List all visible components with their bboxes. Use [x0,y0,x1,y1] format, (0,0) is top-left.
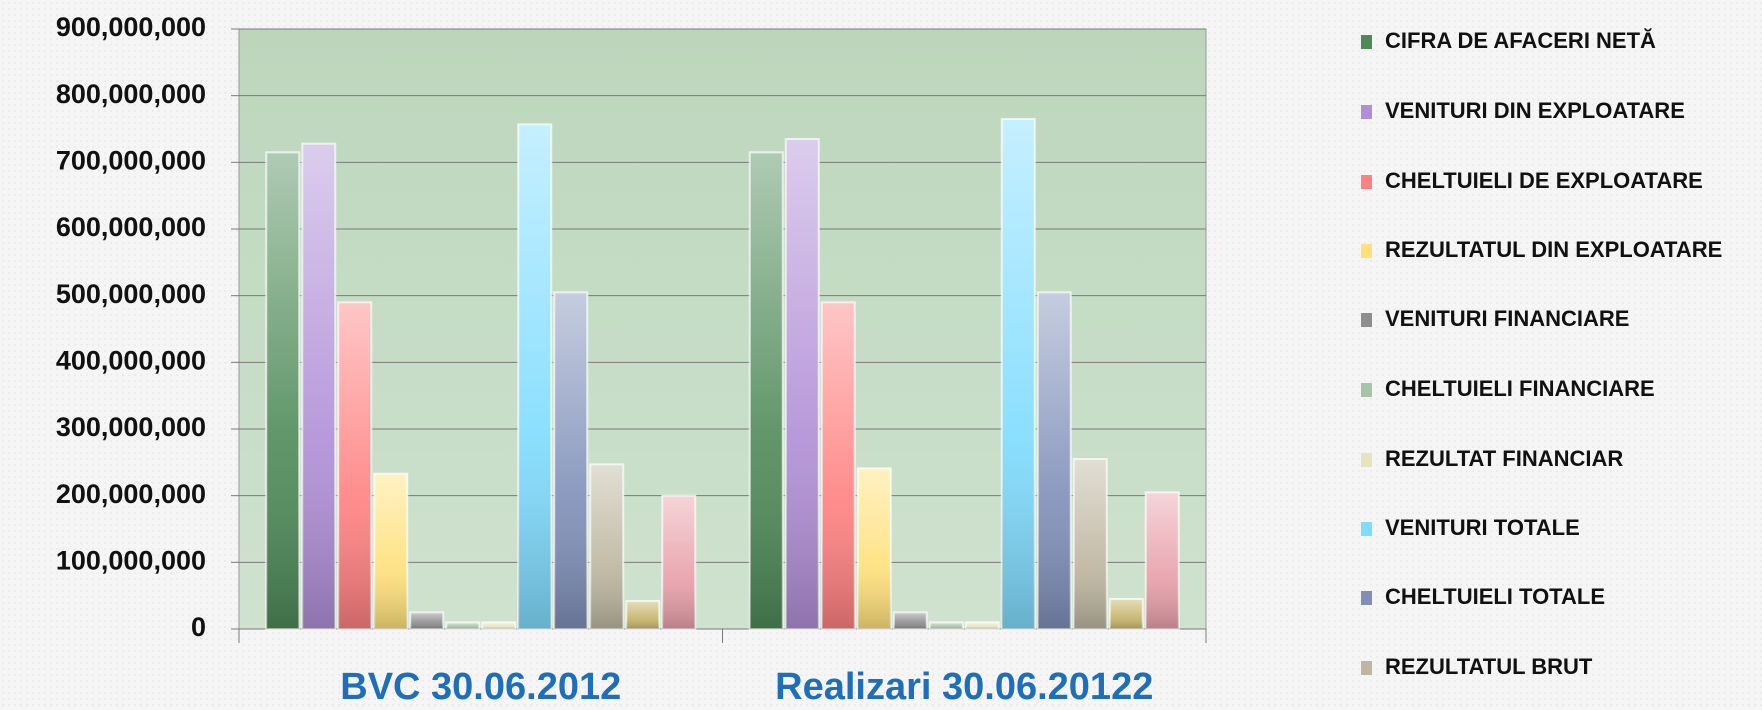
y-tick-label: 400,000,000 [56,345,206,375]
bar-shine [1037,292,1071,629]
bar-shine [590,464,624,629]
bar-shine [446,622,480,629]
legend-marker [1361,522,1372,536]
bar-shine [374,473,408,629]
y-tick-label: 700,000,000 [56,145,206,175]
legend-label: REZULTATUL BRUT [1385,654,1593,679]
legend-label: REZULTATUL DIN EXPLOATARE [1385,237,1722,262]
y-tick-label: 500,000,000 [56,279,206,309]
bar-shine [482,622,516,629]
bar-shine [1001,119,1035,629]
legend-marker [1361,313,1372,327]
legend-marker [1361,175,1372,189]
bar-shine [857,468,891,629]
legend-label: VENITURI TOTALE [1385,515,1580,540]
bar-shine [749,152,783,630]
bar-shine [821,302,855,629]
bar-shine [1073,459,1107,629]
bar-shine [410,612,444,629]
legend-label: CHELTUIELI DE EXPLOATARE [1385,168,1703,193]
bar-shine [266,152,300,630]
y-tick-label: 0 [191,612,206,642]
legend-marker [1361,591,1372,605]
legend-label: REZULTAT FINANCIAR [1385,446,1623,471]
y-tick-label: 800,000,000 [56,79,206,109]
x-tick-label: Realizari 30.06.20122 [775,666,1153,708]
y-tick-label: 200,000,000 [56,479,206,509]
legend-marker [1361,244,1372,258]
bar-shine [1145,492,1179,629]
bar-shine [929,622,963,629]
legend-label: VENITURI DIN EXPLOATARE [1385,98,1685,123]
bar-shine [965,622,999,629]
bar-shine [1109,599,1143,629]
bar-shine [893,612,927,629]
y-tick-label: 600,000,000 [56,212,206,242]
x-tick-label: BVC 30.06.2012 [340,666,621,708]
legend-marker [1361,383,1372,397]
bar-shine [662,495,696,629]
legend-label: CHELTUIELI TOTALE [1385,584,1605,609]
legend-marker [1361,661,1372,675]
legend-label: VENITURI FINANCIARE [1385,306,1629,331]
legend-marker [1361,105,1372,119]
y-tick-label: 900,000,000 [56,12,206,42]
legend-label: CIFRA DE AFACERI NETĂ [1385,28,1656,53]
bar-shine [338,302,372,629]
y-tick-label: 100,000,000 [56,545,206,575]
bar-shine [554,292,588,629]
legend-label: CHELTUIELI FINANCIARE [1385,376,1655,401]
legend-marker [1361,35,1372,49]
bar-shine [518,124,552,629]
bar-shine [302,143,336,629]
y-tick-label: 300,000,000 [56,412,206,442]
bar-shine [626,601,660,629]
bar-shine [785,139,819,629]
legend-marker [1361,453,1372,467]
